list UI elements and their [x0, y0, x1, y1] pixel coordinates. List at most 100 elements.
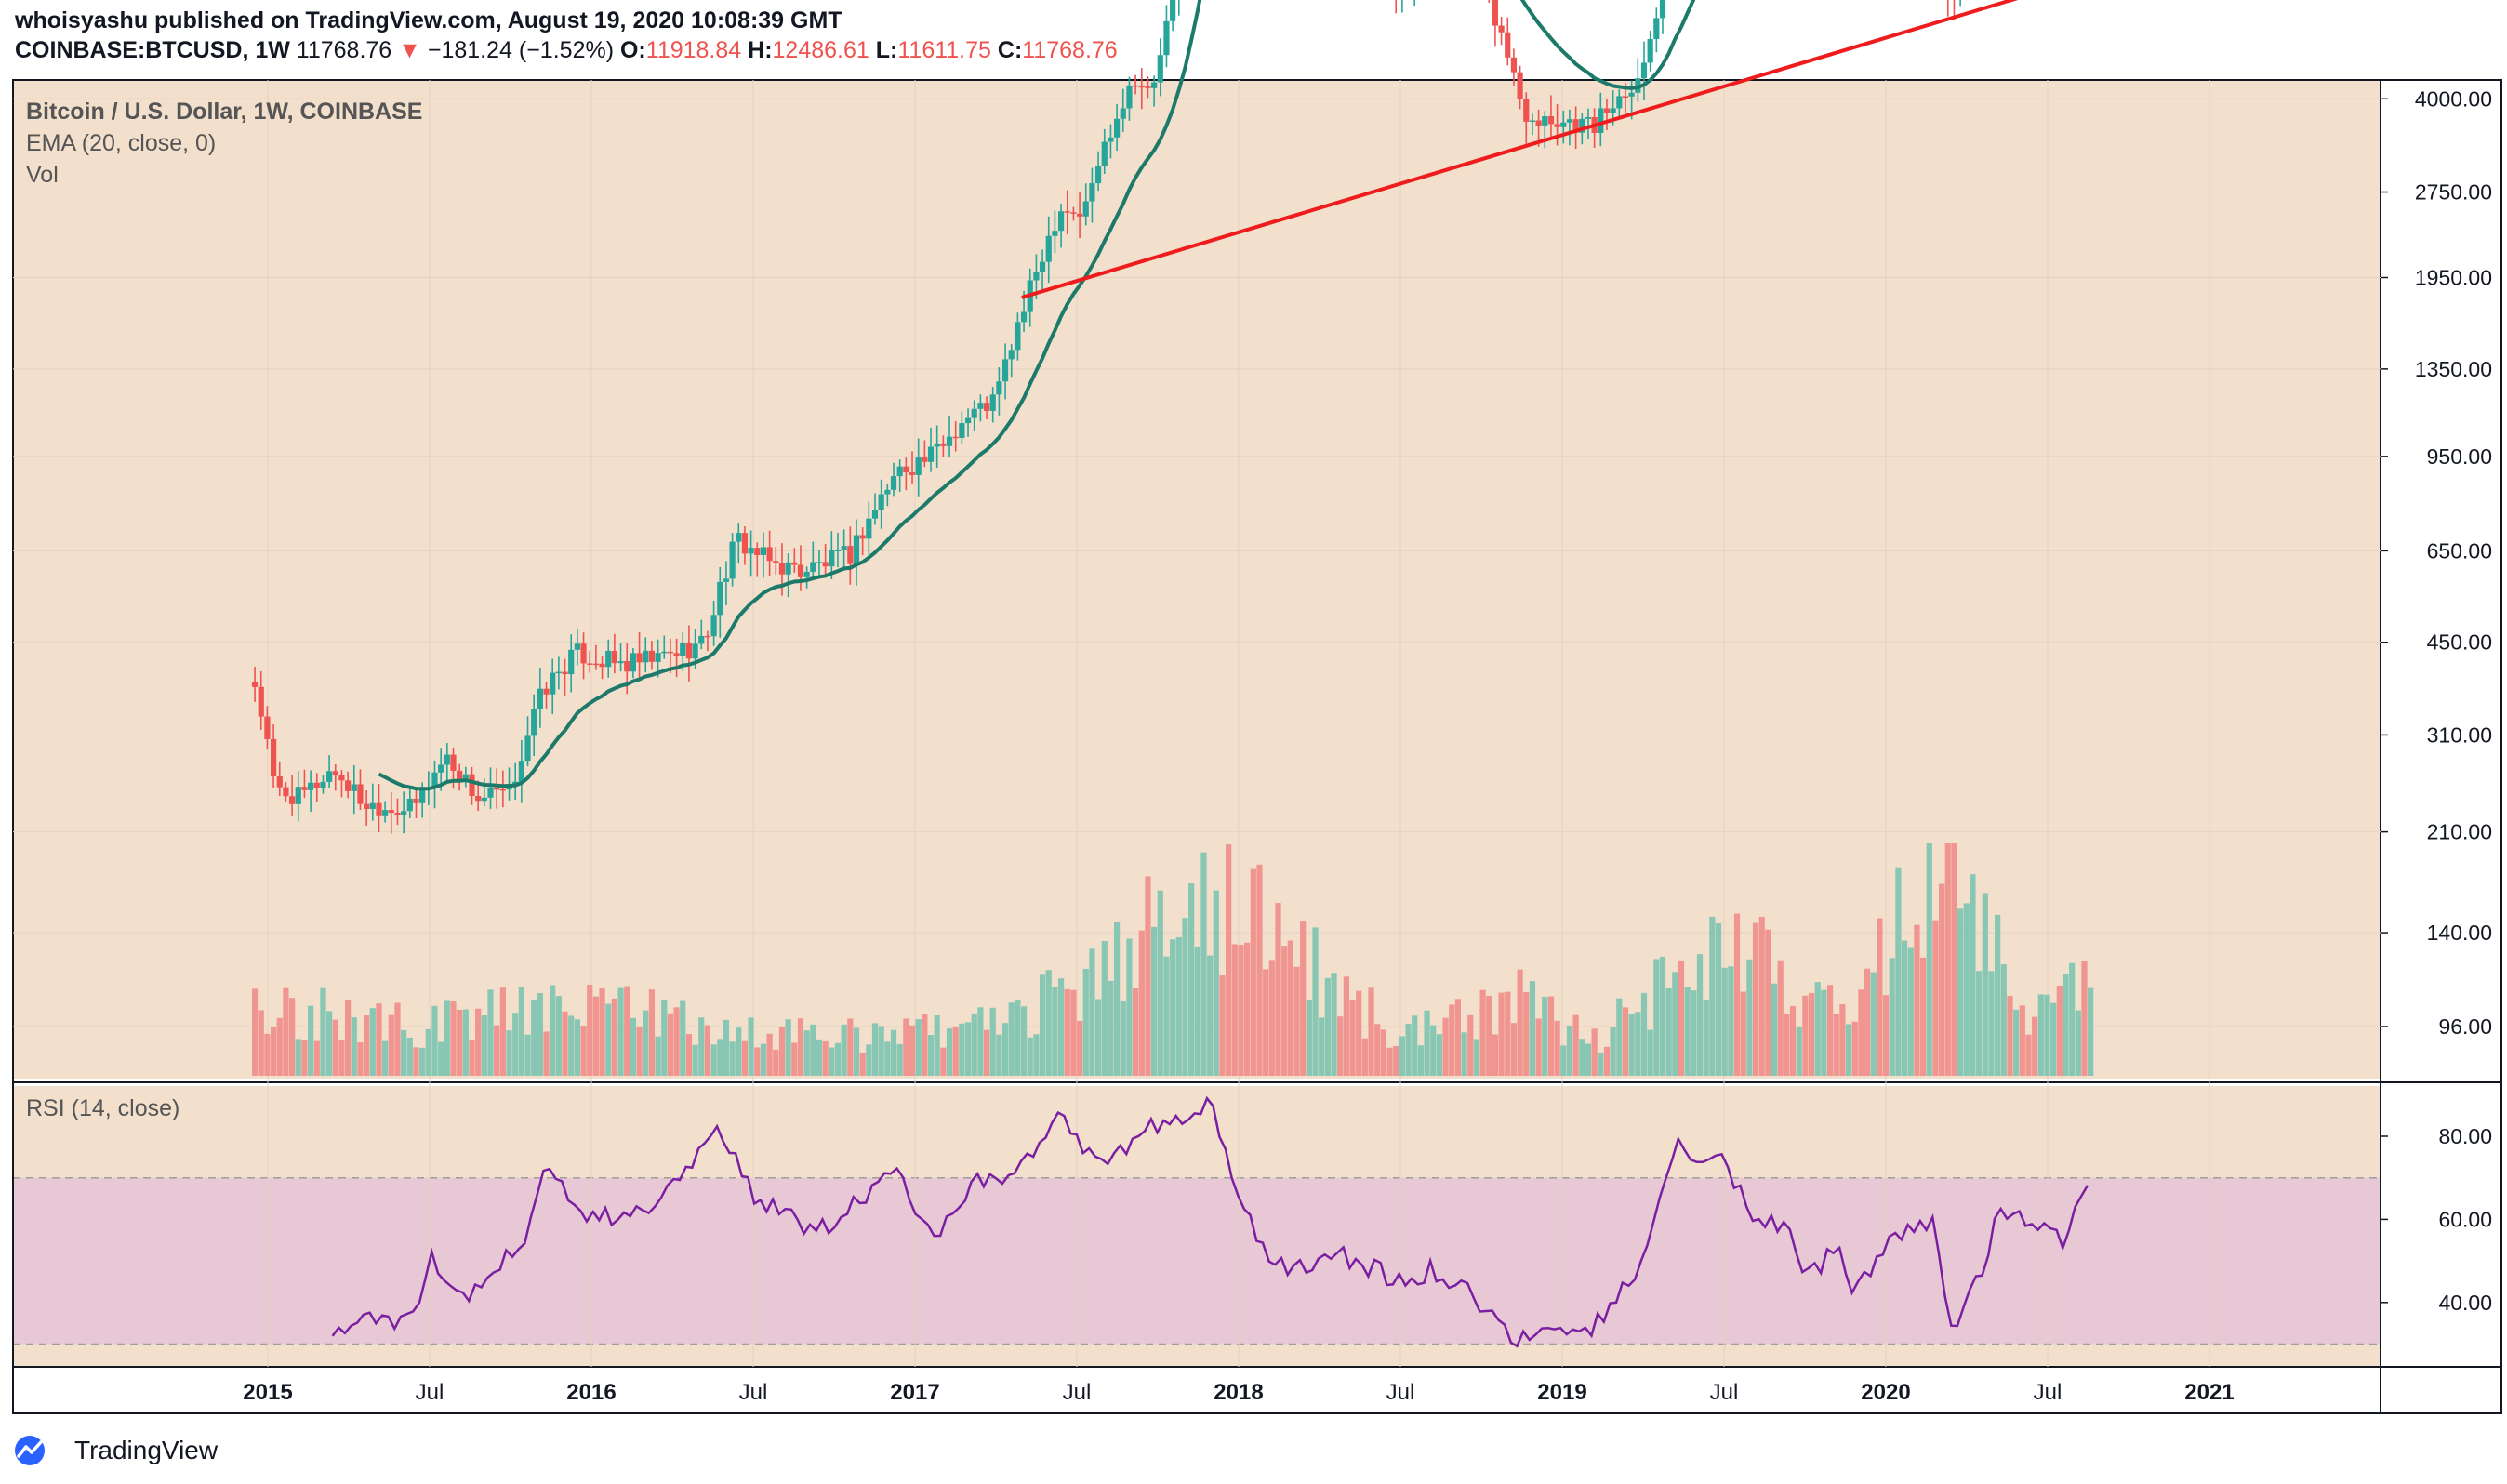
volume-bar	[896, 1043, 903, 1076]
volume-bar	[680, 1000, 686, 1076]
candle-body	[741, 533, 749, 554]
candle-body	[859, 535, 866, 539]
volume-bar	[736, 1027, 742, 1076]
volume-bar	[741, 1040, 749, 1076]
volume-bar	[1052, 987, 1058, 1076]
volume-bar	[1542, 996, 1548, 1076]
candle-body	[983, 403, 990, 411]
candle-body	[977, 403, 984, 409]
volume-bar	[878, 1026, 884, 1076]
candle-body	[1082, 201, 1089, 217]
volume-bar	[382, 1040, 389, 1076]
candle-body	[946, 436, 953, 446]
candle-body	[847, 546, 854, 564]
candle-body	[295, 787, 301, 804]
candle-body	[537, 688, 543, 709]
legend-title: Bitcoin / U.S. Dollar, 1W, COINBASE	[26, 99, 422, 125]
candle-body	[1170, 0, 1176, 21]
volume-bar	[1238, 945, 1244, 1076]
volume-bar	[1213, 890, 1219, 1076]
volume-bar	[1659, 956, 1666, 1076]
volume-bar	[1789, 1005, 1797, 1076]
price-tick-label: 450.00	[2427, 630, 2492, 655]
candle-body	[487, 788, 494, 798]
volume-bar	[1094, 999, 1102, 1076]
volume-bar	[841, 1024, 847, 1076]
candle-body	[1015, 322, 1021, 351]
volume-bar	[338, 1040, 345, 1076]
volume-bar	[1293, 966, 1300, 1076]
candle-body	[1126, 85, 1133, 109]
time-label: 2016	[566, 1380, 616, 1405]
volume-bar	[1442, 1017, 1449, 1076]
volume-bar	[345, 1000, 352, 1076]
volume-bar	[624, 986, 630, 1076]
candle-body	[313, 782, 320, 788]
volume-bar	[1133, 988, 1139, 1076]
volume-bar	[847, 1018, 854, 1076]
price-tick-label: 140.00	[2427, 921, 2492, 945]
candle-body	[927, 446, 935, 462]
volume-bar	[1356, 990, 1362, 1076]
volume-bar	[1343, 976, 1349, 1076]
volume-bar	[288, 998, 296, 1076]
volume-bar	[1306, 1000, 1312, 1076]
volume-bar	[791, 1042, 798, 1076]
volume-bar	[308, 1005, 314, 1076]
volume-bar	[1231, 944, 1238, 1076]
volume-bar	[413, 1047, 419, 1076]
volume-bar	[748, 1017, 754, 1076]
candle-body	[494, 788, 500, 790]
volume-bar	[1752, 922, 1759, 1076]
time-label: Jul	[1710, 1380, 1739, 1405]
volume-bar	[1877, 918, 1883, 1076]
candle-body	[431, 772, 438, 788]
volume-bar	[1479, 989, 1486, 1076]
volume-bar	[1728, 966, 1734, 1076]
volume-bar	[1461, 1032, 1467, 1076]
tradingview-footer[interactable]: TradingView	[13, 1434, 218, 1467]
volume-bar	[1064, 988, 1070, 1076]
candle-body	[1114, 118, 1121, 138]
volume-bar	[964, 1022, 972, 1076]
volume-bar	[481, 1015, 487, 1076]
candle-body	[1008, 350, 1015, 360]
volume-bar	[1120, 1000, 1126, 1076]
candle-body	[1603, 108, 1611, 113]
volume-bar	[270, 1027, 277, 1076]
volume-bar	[1585, 1043, 1592, 1076]
candle-body	[1070, 212, 1077, 214]
candle-body	[1492, 0, 1499, 26]
candle-body	[450, 754, 457, 771]
volume-bar	[1777, 960, 1784, 1076]
volume-bar	[1020, 1006, 1028, 1076]
volume-bar	[1256, 864, 1263, 1076]
volume-bar	[1101, 941, 1108, 1076]
candle-body	[1560, 122, 1567, 127]
volume-bar	[1640, 992, 1648, 1076]
candle-body	[816, 562, 823, 563]
candle-body	[704, 635, 711, 638]
price-tick-label: 210.00	[2427, 820, 2492, 844]
candle-body	[773, 561, 779, 563]
volume-bar	[1070, 989, 1077, 1076]
volume-bar	[1610, 1027, 1616, 1076]
candle-body	[270, 738, 277, 776]
volume-bar	[1678, 960, 1685, 1076]
volume-bar	[1591, 1028, 1598, 1076]
rsi-band	[13, 1177, 2381, 1345]
candle-body	[1163, 20, 1170, 56]
candle-body	[661, 651, 668, 654]
candle-body	[673, 653, 680, 656]
symbol-label: COINBASE:BTCUSD, 1W	[15, 37, 290, 63]
volume-bar	[1802, 995, 1809, 1076]
candle-body	[829, 550, 835, 567]
candle-body	[1622, 96, 1629, 98]
volume-bar	[562, 1011, 568, 1076]
volume-bar	[1703, 1000, 1709, 1076]
volume-bar	[1733, 913, 1741, 1076]
volume-bar	[283, 987, 289, 1076]
volume-bar	[1603, 1046, 1611, 1076]
volume-bar	[1920, 957, 1927, 1076]
